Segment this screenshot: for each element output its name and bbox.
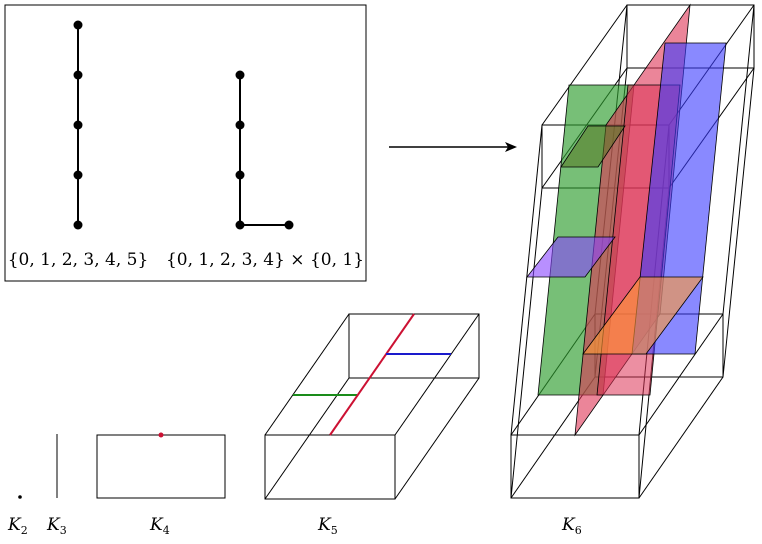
mapping-arrow	[389, 142, 517, 152]
chain-label: {0, 1, 2, 3, 4, 5}	[8, 250, 149, 270]
k6-figure	[510, 3, 755, 499]
product-node	[235, 70, 245, 80]
chain-node	[73, 220, 83, 230]
k2-point	[18, 495, 22, 499]
chain-node	[73, 20, 83, 30]
k6-orange-slab	[582, 276, 704, 355]
product-label: {0, 1, 2, 3, 4} × {0, 1}	[166, 250, 364, 270]
k-labels: K2 K3 K4 K5 K6	[7, 515, 582, 537]
k6-purple-slab	[526, 236, 616, 278]
product-node	[284, 220, 294, 230]
k3-label: K3	[46, 515, 67, 537]
k5-red-segment	[329, 313, 415, 436]
product-node	[235, 220, 245, 230]
k5-label: K5	[317, 515, 338, 537]
k6-olive-slab	[560, 125, 626, 168]
product-node	[235, 120, 245, 130]
product-node	[235, 170, 245, 180]
poset-inset: {0, 1, 2, 3, 4, 5} {0, 1, 2, 3, 4} × {0,…	[4, 4, 367, 282]
k2-label: K2	[7, 515, 28, 537]
k6-blue-slab	[631, 42, 727, 355]
k4-rectangle	[96, 432, 226, 499]
k4-point	[158, 432, 164, 438]
inset-frame	[4, 4, 367, 282]
k4-label: K4	[149, 515, 170, 537]
chain-node	[73, 120, 83, 130]
chain-node	[73, 70, 83, 80]
chain-node	[73, 170, 83, 180]
chain-poset	[73, 20, 83, 230]
product-poset	[235, 70, 294, 230]
k5-box	[264, 313, 480, 500]
k6-label: K6	[561, 515, 582, 537]
